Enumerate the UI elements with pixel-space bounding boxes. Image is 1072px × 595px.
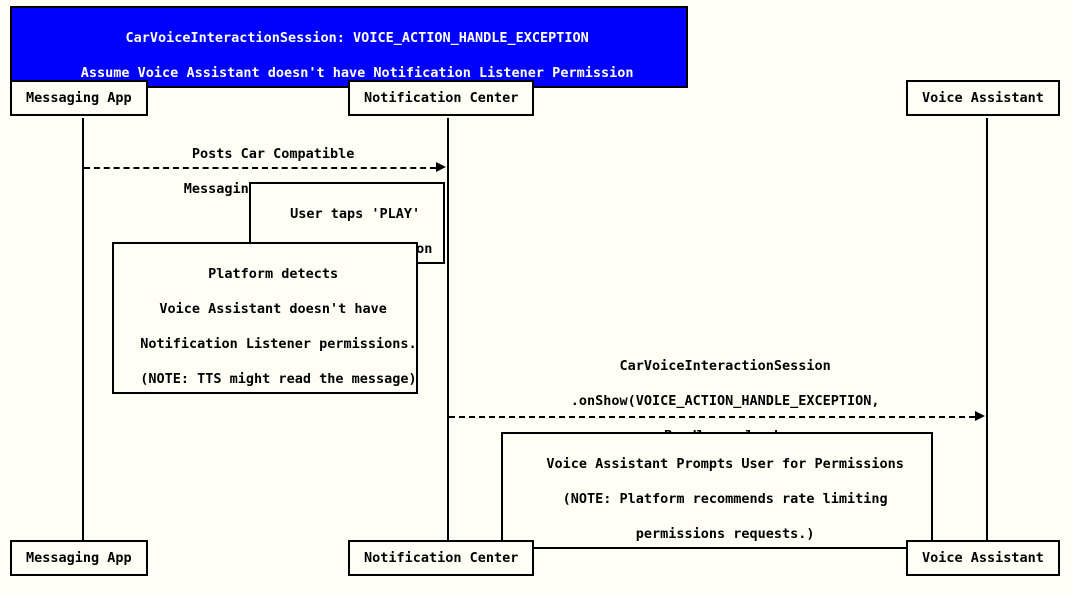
note-platform-detects: Platform detects Voice Assistant doesn't… [112, 242, 418, 394]
participant-voice-assistant-bottom: Voice Assistant [906, 540, 1060, 576]
msg2-arrow [449, 416, 975, 418]
participant-notification-center-top: Notification Center [348, 80, 534, 116]
participant-voice-assistant-top: Voice Assistant [906, 80, 1060, 116]
participant-notification-center-bottom: Notification Center [348, 540, 534, 576]
participant-messaging-app-top: Messaging App [10, 80, 148, 116]
sequence-diagram: { "diagram": { "type": "sequence-diagram… [0, 0, 1072, 595]
note-prompts-permissions: Voice Assistant Prompts User for Permiss… [501, 432, 933, 549]
msg1-arrowhead-icon [436, 162, 446, 172]
msg2-arrowhead-icon [975, 411, 985, 421]
lifeline-voice-assistant [986, 118, 988, 540]
title-line1: CarVoiceInteractionSession: VOICE_ACTION… [125, 30, 588, 46]
diagram-title: CarVoiceInteractionSession: VOICE_ACTION… [10, 6, 688, 88]
title-line2: Assume Voice Assistant doesn't have Noti… [81, 65, 634, 81]
participant-messaging-app-bottom: Messaging App [10, 540, 148, 576]
msg1-arrow [84, 167, 436, 169]
